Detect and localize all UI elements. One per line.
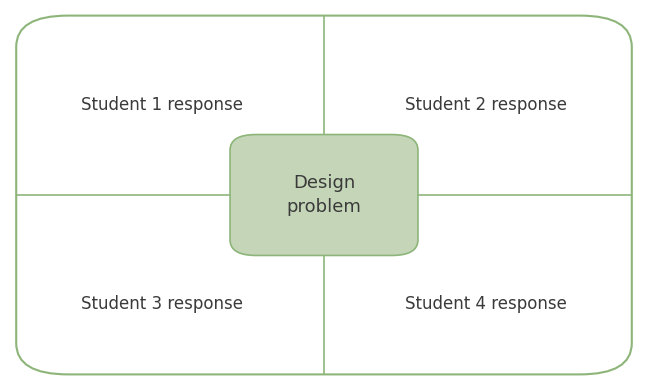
Text: Student 3 response: Student 3 response <box>81 295 243 313</box>
Text: Student 4 response: Student 4 response <box>405 295 567 313</box>
FancyBboxPatch shape <box>16 16 632 374</box>
Text: Student 1 response: Student 1 response <box>81 96 243 114</box>
Text: Student 2 response: Student 2 response <box>405 96 567 114</box>
Text: Design
problem: Design problem <box>286 174 362 216</box>
FancyBboxPatch shape <box>230 135 418 255</box>
